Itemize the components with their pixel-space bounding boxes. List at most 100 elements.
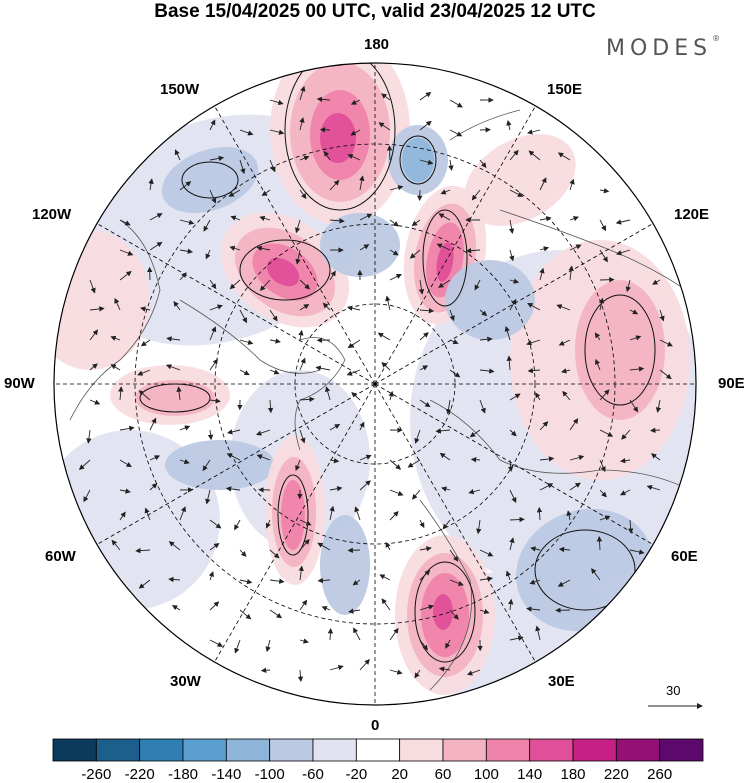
colorbar-box — [529, 738, 574, 762]
wind-vector — [209, 279, 217, 290]
wind-vector — [329, 423, 341, 431]
colorbar-box — [572, 738, 617, 762]
colorbar-tick-label: -60 — [302, 766, 324, 783]
wind-vector — [208, 571, 214, 581]
wind-vector — [389, 511, 399, 521]
wind-vector — [471, 189, 481, 201]
wind-vector — [449, 129, 463, 137]
colorbar-tick-label: -180 — [168, 766, 198, 783]
wind-vector — [119, 511, 126, 521]
colorbar-tick-label: -100 — [255, 766, 285, 783]
wind-vector — [419, 604, 435, 611]
wind-vector — [229, 245, 241, 251]
wind-vector — [625, 279, 631, 293]
wind-vector — [509, 537, 515, 551]
wind-vector — [354, 506, 361, 521]
meridian-line — [96, 223, 376, 385]
wind-vector — [118, 386, 124, 401]
wind-vector — [385, 295, 391, 311]
anomaly-patch — [445, 260, 535, 340]
wind-vector — [569, 418, 579, 431]
wind-vector — [140, 339, 151, 347]
brand-mark: ® — [712, 33, 721, 43]
wind-vector — [419, 91, 432, 101]
wind-vector — [438, 279, 451, 288]
coastline-segment — [179, 299, 321, 374]
wind-vector — [149, 417, 157, 431]
wind-vector — [539, 177, 547, 191]
wind-vector — [388, 390, 394, 401]
wind-vector — [440, 189, 451, 195]
anomaly-patch — [433, 594, 453, 630]
wind-vector — [466, 669, 481, 676]
lon-label-90e: 90E — [718, 375, 745, 392]
wind-vector — [269, 549, 280, 559]
wind-vector — [227, 429, 241, 435]
wind-vector — [599, 219, 607, 232]
wind-vector — [409, 249, 421, 259]
wind-vector — [265, 639, 271, 653]
wind-vector — [449, 339, 459, 345]
wind-vector — [359, 421, 365, 431]
wind-vector — [468, 489, 481, 495]
wind-vector — [558, 339, 571, 346]
wind-vector — [527, 129, 541, 135]
wind-vector — [381, 598, 391, 611]
wind-vector — [149, 213, 163, 221]
meridian-line — [374, 383, 536, 663]
wind-vector — [352, 579, 361, 586]
streamline — [422, 209, 468, 307]
wind-vector — [179, 272, 187, 281]
wind-vector — [209, 304, 223, 311]
wind-vector — [506, 120, 512, 131]
wind-vector — [209, 639, 223, 647]
wind-vector — [299, 638, 309, 644]
wind-vector — [526, 339, 541, 346]
meridian-line — [214, 383, 376, 663]
colorbar-box — [139, 738, 184, 762]
colorbar-tick-label: 60 — [435, 766, 452, 783]
wind-vector — [381, 361, 391, 371]
wind-vector — [239, 609, 252, 620]
lon-label-30e: 30E — [548, 673, 575, 690]
wind-vector — [385, 541, 391, 551]
wind-vector — [144, 507, 151, 521]
wind-vector — [259, 215, 271, 221]
wind-vector — [419, 332, 429, 341]
wind-vector — [615, 219, 631, 225]
wind-vector — [470, 456, 481, 463]
wind-vector — [389, 489, 404, 496]
wind-vector — [348, 608, 361, 614]
colorbar-box — [312, 738, 357, 762]
wind-vector — [629, 549, 645, 555]
wind-vector — [110, 364, 121, 371]
map-boundary — [53, 62, 697, 706]
wind-vector — [229, 279, 241, 290]
wind-vector — [174, 149, 181, 161]
wind-vector — [435, 428, 451, 434]
lon-label-0: 0 — [371, 717, 380, 734]
wind-vector — [329, 179, 340, 191]
wind-vector — [479, 368, 495, 374]
wind-vector — [329, 457, 340, 464]
wind-vector — [321, 606, 331, 612]
coastline-segment — [69, 219, 161, 421]
wind-vector — [166, 336, 181, 342]
wind-vector — [347, 154, 361, 161]
wind-vector — [322, 302, 331, 311]
wind-vector — [239, 369, 250, 376]
wind-vector — [509, 635, 524, 641]
wind-vector — [439, 452, 451, 461]
wind-vector — [323, 150, 331, 161]
wind-vector — [119, 270, 132, 281]
wind-vector — [119, 249, 134, 256]
wind-vector — [558, 546, 571, 553]
wind-vector — [110, 335, 121, 341]
anomaly-patch — [575, 280, 665, 420]
anomaly-patch — [266, 257, 300, 287]
wind-vector — [599, 459, 606, 473]
wind-vector — [135, 547, 151, 554]
colorbar-box — [225, 738, 271, 762]
wind-vector — [419, 159, 434, 165]
